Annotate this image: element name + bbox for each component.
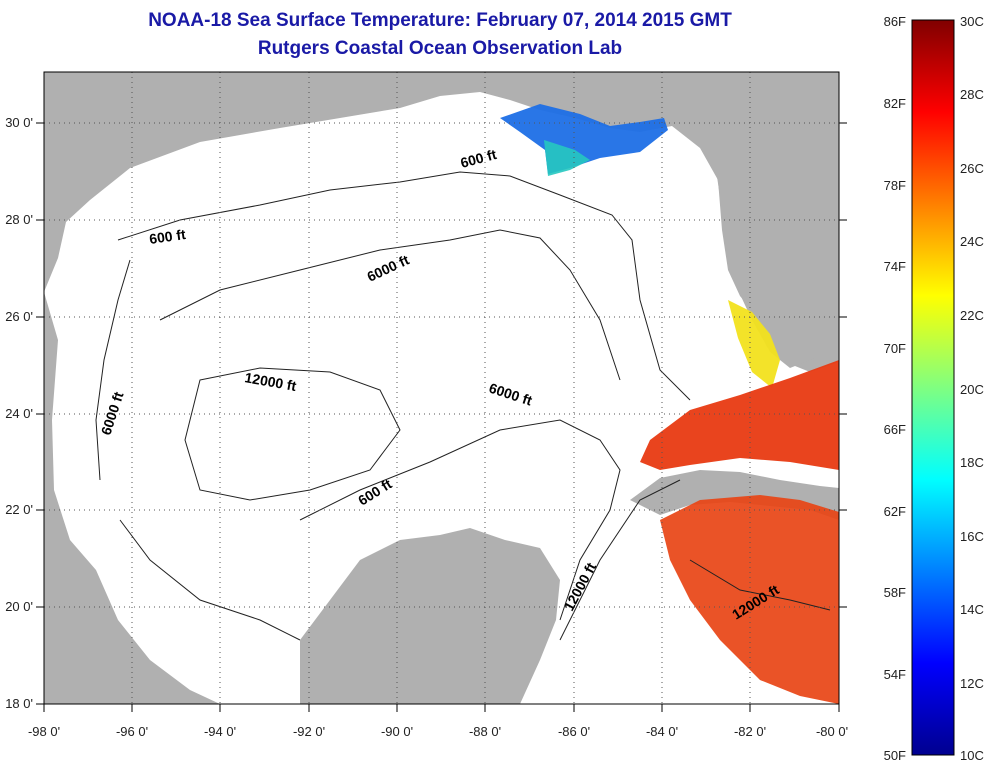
lat-tick-label: 26 0': [5, 309, 33, 324]
lon-tick-label: -96 0': [116, 724, 148, 739]
lon-tick-label: -86 0': [558, 724, 590, 739]
colorbar-f-label: 78F: [884, 178, 906, 193]
colorbar-f-label: 58F: [884, 585, 906, 600]
colorbar-c-label: 24C: [960, 234, 984, 249]
colorbar-c-labels: 30C 28C 26C 24C 22C 20C 18C 16C 14C 12C …: [960, 14, 984, 763]
colorbar-c-label: 14C: [960, 602, 984, 617]
sst-patch-northern-gulf: [500, 104, 668, 174]
colorbar-f-label: 74F: [884, 259, 906, 274]
lon-tick-label: -92 0': [293, 724, 325, 739]
lon-tick-label: -88 0': [469, 724, 501, 739]
lon-tick-label: -84 0': [646, 724, 678, 739]
lat-tick-label: 22 0': [5, 502, 33, 517]
colorbar-f-label: 50F: [884, 748, 906, 763]
lon-tick-label: -80 0': [816, 724, 848, 739]
colorbar-c-label: 20C: [960, 382, 984, 397]
map-frame: [43, 71, 840, 705]
colorbar-c-label: 18C: [960, 455, 984, 470]
colorbar-c-label: 16C: [960, 529, 984, 544]
colorbar-f-label: 54F: [884, 667, 906, 682]
sst-patch-louisiana: [544, 140, 590, 176]
lat-tick-label: 20 0': [5, 599, 33, 614]
colorbar-c-label: 26C: [960, 161, 984, 176]
lat-tick-label: 30 0': [5, 115, 33, 130]
colorbar-c-label: 12C: [960, 676, 984, 691]
lon-tick-label: -98 0': [28, 724, 60, 739]
lat-tick-label: 18 0': [5, 696, 33, 711]
sst-patch-caribbean: [660, 495, 839, 704]
colorbar-c-label: 30C: [960, 14, 984, 29]
colorbar-f-label: 82F: [884, 96, 906, 111]
colorbar-f-label: 70F: [884, 341, 906, 356]
sst-patch-florida-straits: [640, 360, 839, 470]
map-title: NOAA-18 Sea Surface Temperature: Februar…: [148, 10, 732, 31]
colorbar-f-label: 66F: [884, 422, 906, 437]
yucatan-peninsula: [300, 528, 560, 704]
colorbar: [911, 19, 955, 756]
lon-tick-label: -82 0': [734, 724, 766, 739]
lon-tick-label: -94 0': [204, 724, 236, 739]
mexico-west-coast: [44, 292, 220, 704]
contour-label: 600 ft: [148, 226, 187, 247]
colorbar-f-label: 62F: [884, 504, 906, 519]
colorbar-f-labels: 86F 82F 78F 74F 70F 66F 62F 58F 54F 50F: [884, 14, 906, 763]
map-subtitle: Rutgers Coastal Ocean Observation Lab: [257, 38, 623, 59]
graticule: [44, 72, 839, 704]
lon-tick-label: -90 0': [381, 724, 413, 739]
colorbar-c-label: 28C: [960, 87, 984, 102]
lat-tick-label: 24 0': [5, 406, 33, 421]
colorbar-c-label: 10C: [960, 748, 984, 763]
colorbar-f-label: 86F: [884, 14, 906, 29]
gulf-water: [44, 92, 839, 704]
axis-ticks: [36, 122, 847, 712]
colorbar-c-label: 22C: [960, 308, 984, 323]
lat-tick-label: 28 0': [5, 212, 33, 227]
sst-patch-florida-west: [728, 300, 780, 388]
bathymetry-contours: [95, 171, 831, 641]
